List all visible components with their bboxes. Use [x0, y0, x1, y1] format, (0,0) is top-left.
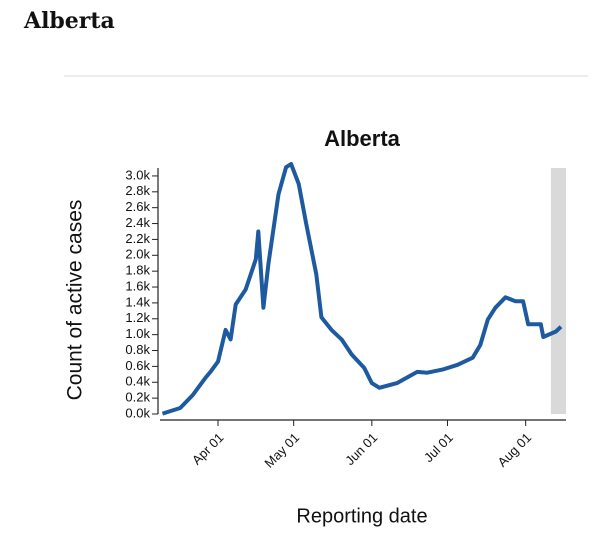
y-tick-label: 2.6k	[125, 199, 150, 214]
y-tick-label: 0.6k	[125, 358, 150, 373]
x-tick-label: Jul 01	[421, 430, 456, 465]
y-tick-label: 1.0k	[125, 326, 150, 341]
y-tick-label: 0.8k	[125, 342, 150, 357]
chart-title: Alberta	[324, 126, 401, 151]
y-tick-label: 1.4k	[125, 294, 150, 309]
y-tick-label: 0.2k	[125, 390, 150, 405]
x-tick-label: Aug 01	[494, 430, 534, 470]
y-tick-label: 2.4k	[125, 215, 150, 230]
y-tick-label: 1.2k	[125, 310, 150, 325]
data-line	[161, 162, 563, 416]
y-tick-label: 2.8k	[125, 183, 150, 198]
y-tick-label: 1.6k	[125, 278, 150, 293]
y-axis-label: Count of active cases	[64, 200, 87, 401]
y-tick-label: 0.4k	[125, 374, 150, 389]
x-tick-label: May 01	[261, 430, 302, 471]
page-heading: Alberta	[23, 8, 115, 34]
x-tick-label: Jun 01	[342, 430, 380, 468]
y-tick-label: 0.0k	[125, 405, 150, 420]
x-axis-label: Reporting date	[296, 505, 427, 527]
y-tick-label: 2.0k	[125, 247, 150, 262]
y-tick-label: 3.0k	[125, 167, 150, 182]
x-tick-label: Apr 01	[189, 430, 227, 468]
highlight-band	[550, 168, 566, 414]
y-tick-label: 2.2k	[125, 231, 150, 246]
y-tick-label: 1.8k	[125, 263, 150, 278]
